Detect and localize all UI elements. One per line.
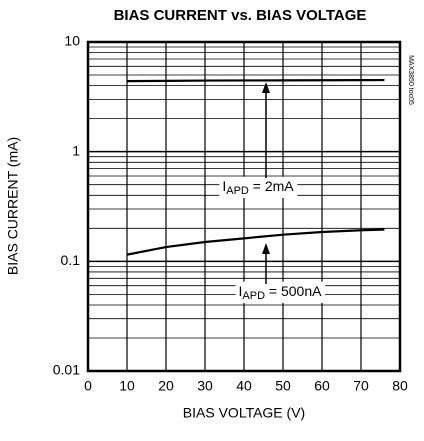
- annotation-arrow-head: [262, 82, 270, 93]
- annotation: IAPD = 2mA: [222, 178, 294, 197]
- x-tick-label: 0: [84, 378, 92, 394]
- x-tick-label: 80: [392, 378, 408, 394]
- annotation-text: I: [222, 178, 226, 194]
- x-tick-label: 60: [314, 378, 330, 394]
- side-note: MAX3850 toc05: [407, 55, 414, 105]
- chart-title: BIAS CURRENT vs. BIAS VOLTAGE: [114, 7, 367, 24]
- series: [126, 78, 385, 256]
- annotation-subscript: APD: [242, 290, 265, 302]
- y-tick-label: 0.01: [53, 362, 80, 378]
- y-tick-label: 1: [72, 142, 80, 158]
- x-tick-label: 70: [353, 378, 369, 394]
- series-line: [126, 228, 385, 256]
- x-tick-label: 30: [197, 378, 213, 394]
- y-tick-label: 10: [64, 33, 80, 49]
- annotation: IAPD = 500nA: [239, 283, 323, 302]
- annotation-suffix: = 2mA: [249, 178, 294, 194]
- x-tick-label: 50: [275, 378, 291, 394]
- annotation-arrow-head: [262, 243, 270, 254]
- x-tick-label: 10: [119, 378, 135, 394]
- y-axis-label: BIAS CURRENT (mA): [5, 137, 21, 275]
- annotation-suffix: = 500nA: [265, 283, 322, 299]
- x-axis-label: BIAS VOLTAGE (V): [183, 405, 305, 421]
- annotation-background: [235, 281, 326, 303]
- x-tick-label: 40: [236, 378, 252, 394]
- series-line: [126, 78, 385, 83]
- y-tick-label: 0.1: [61, 252, 81, 268]
- x-tick-label: 20: [158, 378, 174, 394]
- annotation-subscript: APD: [226, 185, 249, 197]
- annotation-background: [219, 176, 298, 198]
- annotation-text: I: [239, 283, 243, 299]
- plot-frame: [86, 40, 402, 373]
